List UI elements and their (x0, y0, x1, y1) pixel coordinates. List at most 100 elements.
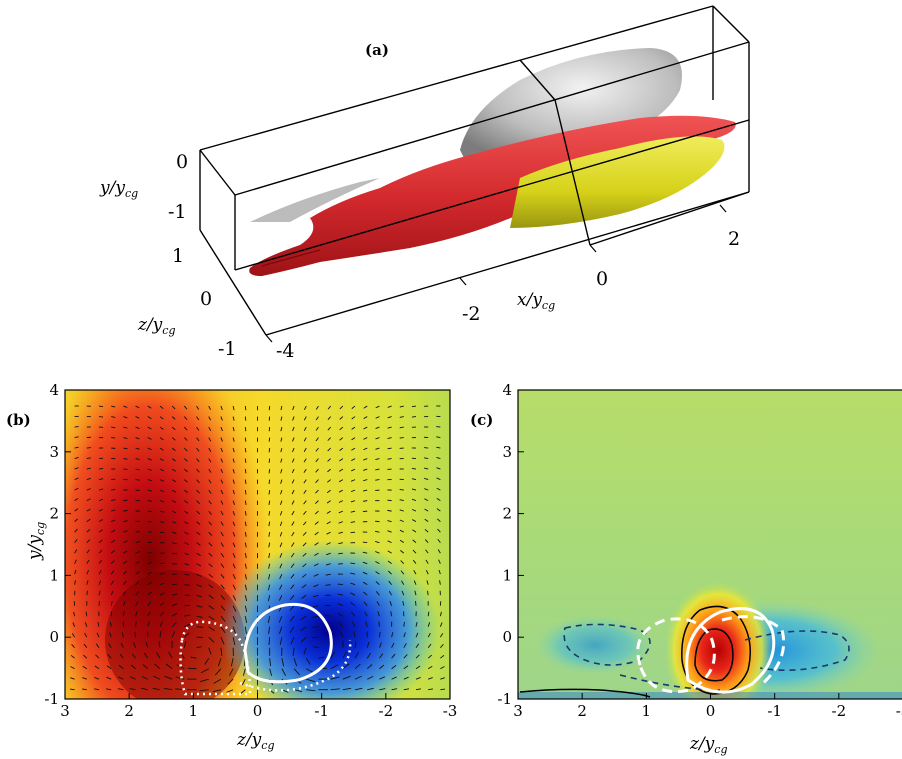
quiver-arrow (244, 490, 247, 495)
quiver-arrow (350, 582, 356, 586)
black-solid-contours (519, 605, 751, 698)
quiver-arrow (208, 626, 215, 632)
a-ylabel: y/ycg (99, 178, 138, 200)
quiver-arrow (424, 498, 429, 502)
negative-region (220, 540, 440, 699)
quiver-arrow (300, 615, 307, 621)
quiver-arrow (212, 689, 222, 693)
quiver-arrow (436, 436, 441, 439)
quiver-arrow (208, 489, 212, 494)
quiver-arrow (424, 508, 429, 512)
quiver-arrow (424, 528, 429, 533)
quiver-arrow (339, 631, 344, 638)
quiver-arrow (172, 583, 178, 586)
quiver-arrow (171, 500, 177, 503)
quiver-arrow (268, 500, 271, 506)
quiver-arrow (291, 458, 295, 463)
quiver-arrow (111, 519, 116, 523)
quiver-arrow (244, 563, 247, 569)
quiver-arrow (208, 510, 212, 515)
quiver-arrow (400, 570, 405, 575)
quiver-arrow (315, 437, 319, 442)
a-ztick-0: 1 (172, 245, 184, 267)
quiver-arrow (399, 519, 404, 523)
quiver-arrow (303, 510, 307, 515)
quiver-arrow (110, 550, 115, 554)
quiver-arrow (199, 689, 209, 692)
quiver-arrow (413, 580, 417, 585)
quiver-arrow (70, 666, 75, 670)
quiver-arrow (147, 591, 152, 596)
quiver-arrow (268, 563, 271, 569)
quiver-arrow (325, 563, 331, 566)
quiver-arrow (220, 479, 224, 484)
quiver-arrow (232, 573, 236, 580)
quiver-arrow (184, 447, 188, 452)
quiver-arrow (327, 437, 331, 441)
quiver-arrow (147, 437, 152, 440)
quiver-arrow (387, 405, 392, 408)
quiver-arrow (268, 574, 271, 580)
quiver-arrow (82, 688, 87, 691)
quiver-arrow (411, 498, 417, 502)
quiver-arrow (147, 581, 153, 586)
quiver-arrow (208, 636, 215, 643)
quiver-arrow (74, 497, 79, 502)
quiver-arrow (244, 500, 247, 506)
quiver-arrow (220, 521, 224, 526)
quiver-arrow (280, 426, 283, 432)
ytick-label: 0 (49, 628, 59, 646)
quiver-arrow (111, 488, 116, 491)
xtick-label: -3 (896, 702, 902, 720)
quiver-arrow (330, 664, 339, 670)
quiver-arrow (403, 643, 407, 648)
quiver-arrow (123, 447, 128, 450)
quiver-arrow (159, 468, 164, 472)
quiver-arrow (208, 552, 213, 557)
quiver-arrow (232, 542, 236, 548)
quiver-arrow (226, 689, 234, 693)
quiver-arrow (244, 584, 247, 591)
quiver-arrow (220, 437, 223, 442)
quiver-arrow (425, 569, 429, 575)
quiver-arrow (110, 621, 112, 627)
quiver-arrow (428, 677, 433, 680)
quiver-arrow (302, 531, 307, 536)
quiver-arrow (184, 521, 189, 525)
a-xtick-0: -4 (276, 340, 295, 362)
quiver-arrow (292, 405, 295, 411)
quiver-arrow (159, 592, 165, 596)
quiver-arrow (74, 528, 78, 533)
quiver-arrow (415, 654, 420, 659)
ytick-label: -1 (44, 690, 59, 708)
quiver-arrow (327, 447, 331, 452)
quiver-arrow (292, 447, 295, 453)
quiver-arrow (73, 611, 76, 617)
quiver-arrow (199, 678, 209, 683)
quiver-arrow (326, 521, 331, 525)
quiver-arrow (110, 560, 115, 564)
quiver-arrow (351, 621, 356, 627)
quiver-arrow (291, 542, 295, 547)
quiver-arrow (135, 551, 140, 554)
quiver-arrow (232, 605, 237, 612)
quiver-arrow (314, 521, 319, 525)
quiver-arrow (303, 416, 307, 421)
quiver-arrow (351, 437, 356, 441)
quiver-arrow (159, 405, 164, 409)
quiver-arrow (111, 509, 116, 512)
quiver-arrow (437, 528, 441, 533)
quiver-arrow (424, 447, 429, 449)
quiver-arrow (390, 611, 393, 617)
quiver-arrow (123, 580, 127, 585)
quiver-arrow (244, 458, 247, 463)
quiver-arrow (267, 595, 271, 602)
quiver-arrow (339, 426, 344, 431)
quiver-arrow (208, 426, 212, 431)
quiver-arrow (400, 550, 405, 554)
quiver-arrow (232, 405, 235, 411)
quiver-arrow (94, 688, 100, 691)
quiver-arrow (95, 654, 100, 659)
quiver-arrow (403, 632, 406, 638)
quiver-arrow (232, 416, 235, 421)
